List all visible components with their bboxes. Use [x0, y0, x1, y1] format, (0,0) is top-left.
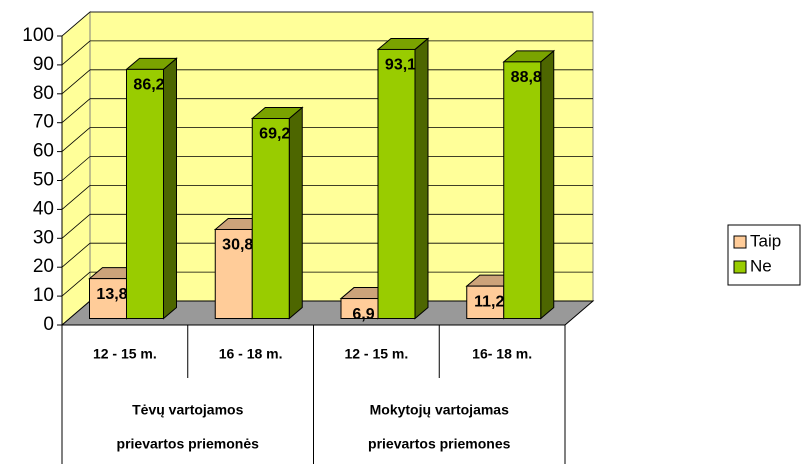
grid-line: [61, 11, 91, 37]
group-label: prievartos priemonės: [117, 436, 260, 452]
grid-line: [61, 69, 91, 95]
group-label: Tėvų vartojamos: [132, 402, 243, 418]
value-label: 13,8: [96, 286, 127, 303]
value-label: 69,2: [259, 126, 290, 143]
bar-side: [288, 106, 303, 320]
group-label: prievartos priemones: [368, 436, 511, 452]
bar: [214, 228, 253, 320]
y-tick-label: 90: [33, 54, 54, 75]
bar: [251, 118, 290, 320]
legend-label: Taip: [750, 231, 781, 250]
bar: [89, 278, 127, 320]
value-label: 86,2: [133, 77, 164, 94]
y-tick-label: 10: [33, 285, 54, 306]
x-tick-label: 12 - 15 m.: [344, 346, 408, 362]
y-tick-label: 30: [33, 227, 54, 248]
bar: [466, 285, 505, 319]
y-tick-label: 0: [43, 314, 54, 335]
floor: [60, 300, 595, 326]
value-label: 88,8: [511, 69, 542, 86]
y-tick-label: 60: [33, 141, 54, 162]
bar-side: [414, 37, 429, 320]
grid-line: [61, 213, 91, 239]
bar: [126, 68, 164, 319]
y-tick-label: 20: [33, 256, 54, 277]
legend-label: Ne: [750, 256, 772, 275]
value-label: 30,8: [222, 237, 253, 254]
y-tick-label: 70: [33, 112, 54, 133]
grid-line: [61, 242, 91, 268]
grid-line: [61, 98, 91, 124]
grid-line: [61, 127, 91, 152]
grid-line: [61, 40, 91, 66]
group-label: Mokytojų vartojamas: [370, 402, 509, 418]
value-label: 11,2: [474, 293, 504, 310]
x-tick-label: 16 - 18 m.: [219, 346, 283, 362]
bar-side: [163, 57, 177, 320]
y-tick-label: 40: [33, 198, 54, 219]
legend-box: [727, 224, 801, 286]
y-tick-label: 50: [33, 170, 54, 191]
x-tick-label: 12 - 15 m.: [93, 346, 157, 362]
grid-line: [61, 185, 91, 210]
bar-side: [540, 49, 555, 320]
legend-swatch: [733, 235, 747, 249]
bar: [503, 61, 542, 319]
bar: [377, 48, 416, 319]
value-label: 93,1: [385, 57, 416, 74]
legend-swatch: [733, 260, 747, 274]
value-label: 6,9: [352, 306, 374, 323]
grid-line: [61, 271, 91, 297]
y-tick-label: 100: [22, 25, 54, 46]
x-tick-label: 16- 18 m.: [472, 346, 532, 362]
grid-line: [61, 156, 91, 181]
y-tick-label: 80: [33, 83, 54, 104]
